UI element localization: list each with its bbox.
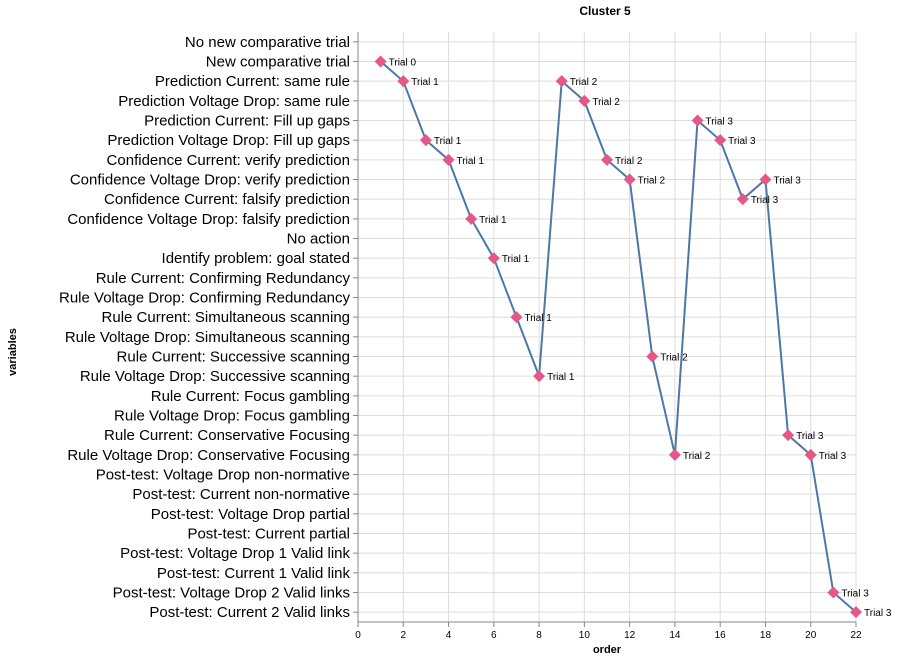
data-labels: Trial 0 Trial 1 Trial 1 Trial 1 Trial 1 Trial… xyxy=(389,58,892,620)
y-tick-label: Post-test: Current non-normative xyxy=(132,486,350,503)
y-tick-label: Rule Current: Simultaneous scanning xyxy=(102,309,350,326)
data-point-label: Trial 3 xyxy=(841,589,869,600)
data-point-marker xyxy=(419,134,432,147)
data-point-marker xyxy=(646,350,659,363)
data-point-label: Trial 1 xyxy=(434,136,462,147)
data-point-marker xyxy=(804,448,817,461)
data-point-label: Trial 3 xyxy=(773,176,801,187)
data-point-label: Trial 2 xyxy=(615,156,643,167)
data-point-marker xyxy=(510,311,523,324)
y-tick-label: Post-test: Voltage Drop partial xyxy=(151,506,350,523)
y-tick-label: Prediction Voltage Drop: same rule xyxy=(118,93,350,110)
data-point-label: Trial 1 xyxy=(411,77,439,88)
data-point-label: Trial 2 xyxy=(592,97,620,108)
y-tick-label: Prediction Current: same rule xyxy=(155,73,350,90)
y-tick-label: Confidence Voltage Drop: verify predicti… xyxy=(70,172,350,189)
x-tick-label: 6 xyxy=(491,630,497,641)
y-tick-label: No action xyxy=(287,231,350,248)
series-line xyxy=(379,60,857,613)
y-tick-label: Rule Voltage Drop: Conservative Focusing xyxy=(67,447,350,464)
x-tick-label: 14 xyxy=(669,630,681,641)
data-point-label: Trial 3 xyxy=(796,431,824,442)
data-point-label: Trial 3 xyxy=(819,451,847,462)
data-point-label: Trial 1 xyxy=(479,215,507,226)
y-tick-label: Rule Current: Focus gambling xyxy=(151,388,350,405)
data-point-marker xyxy=(374,55,387,68)
x-tick-label: 20 xyxy=(805,630,817,641)
x-tick-label: 0 xyxy=(355,630,361,641)
data-point-label: Trial 3 xyxy=(751,195,779,206)
y-tick-label: No new comparative trial xyxy=(185,34,350,51)
data-point-marker xyxy=(578,94,591,107)
y-tick-label: Confidence Current: verify prediction xyxy=(107,152,350,169)
data-point-marker xyxy=(442,153,455,166)
data-point-marker xyxy=(487,252,500,265)
y-tick-label: Prediction Current: Fill up gaps xyxy=(144,113,350,130)
data-point-marker xyxy=(736,193,749,206)
y-axis-title: variables xyxy=(7,328,19,376)
x-tick-label: 8 xyxy=(536,630,542,641)
y-tick-label: Rule Voltage Drop: Simultaneous scanning xyxy=(65,329,350,346)
data-point-marker xyxy=(668,448,681,461)
data-point-marker xyxy=(759,173,772,186)
data-points xyxy=(374,55,862,619)
data-point-label: Trial 3 xyxy=(728,136,756,147)
x-tick-label: 16 xyxy=(715,630,727,641)
y-tick-label: Post-test: Current 2 Valid links xyxy=(149,604,350,621)
y-tick-label: Rule Voltage Drop: Confirming Redundancy xyxy=(59,290,350,307)
y-tick-label: Post-test: Voltage Drop 2 Valid links xyxy=(113,585,350,602)
data-point-label: Trial 1 xyxy=(457,156,485,167)
y-tick-label: Post-test: Voltage Drop non-normative xyxy=(96,467,350,484)
y-tick-label: Post-test: Current 1 Valid link xyxy=(157,565,351,582)
y-tick-label: Rule Voltage Drop: Focus gambling xyxy=(114,408,350,425)
x-tick-label: 22 xyxy=(850,630,862,641)
x-tick-label: 4 xyxy=(446,630,452,641)
data-point-marker xyxy=(850,606,862,619)
x-tick-label: 18 xyxy=(760,630,772,641)
y-tick-label: Identify problem: goal stated xyxy=(162,250,350,267)
data-point-label: Trial 2 xyxy=(570,77,598,88)
x-tick-label: 2 xyxy=(400,630,406,641)
x-tick-label: 12 xyxy=(624,630,636,641)
data-point-label: Trial 1 xyxy=(524,313,552,324)
data-point-label: Trial 0 xyxy=(389,58,417,69)
data-point-label: Trial 2 xyxy=(683,451,711,462)
y-tick-label: New comparative trial xyxy=(206,54,350,71)
data-point-label: Trial 1 xyxy=(502,254,530,265)
data-point-marker xyxy=(601,153,613,166)
data-point-label: Trial 2 xyxy=(638,176,666,187)
y-tick-label: Rule Current: Confirming Redundancy xyxy=(96,270,351,287)
y-tick-label: Rule Current: Successive scanning xyxy=(117,349,350,366)
y-gridlines xyxy=(358,41,856,613)
data-point-marker xyxy=(533,370,546,383)
data-point-marker xyxy=(397,75,410,88)
y-tick-label: Rule Current: Conservative Focusing xyxy=(104,427,350,444)
y-tick-label: Post-test: Current partial xyxy=(187,526,350,543)
y-tick-label: Confidence Voltage Drop: falsify predict… xyxy=(67,211,350,228)
chart-title: Cluster 5 xyxy=(579,4,631,18)
y-tick-label: Post-test: Voltage Drop 1 Valid link xyxy=(120,545,350,562)
y-tick-label: Rule Voltage Drop: Successive scanning xyxy=(80,368,350,385)
data-point-marker xyxy=(714,134,727,147)
x-axis-title: order xyxy=(593,644,622,656)
y-tick-label: Prediction Voltage Drop: Fill up gaps xyxy=(107,132,350,149)
x-tick-label: 10 xyxy=(579,630,591,641)
data-point-marker xyxy=(465,212,478,225)
data-point-label: Trial 3 xyxy=(706,117,734,128)
data-point-marker xyxy=(691,114,704,127)
data-point-marker xyxy=(623,173,636,186)
data-point-marker xyxy=(827,586,840,599)
data-point-marker xyxy=(555,75,568,88)
data-point-marker xyxy=(782,429,795,442)
y-tick-label: Confidence Current: falsify prediction xyxy=(104,191,350,208)
y-axis-labels: No new comparative trial New comparative … xyxy=(59,34,358,621)
data-point-label: Trial 1 xyxy=(547,372,575,383)
data-point-label: Trial 3 xyxy=(864,608,892,619)
data-point-label: Trial 2 xyxy=(660,353,688,364)
